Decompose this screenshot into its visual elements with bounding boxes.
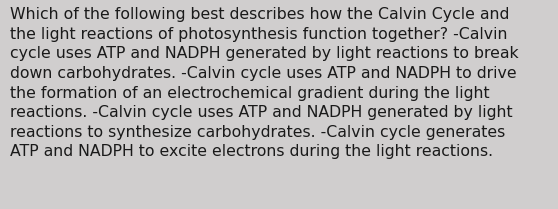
Text: Which of the following best describes how the Calvin Cycle and
the light reactio: Which of the following best describes ho… [10,7,519,159]
